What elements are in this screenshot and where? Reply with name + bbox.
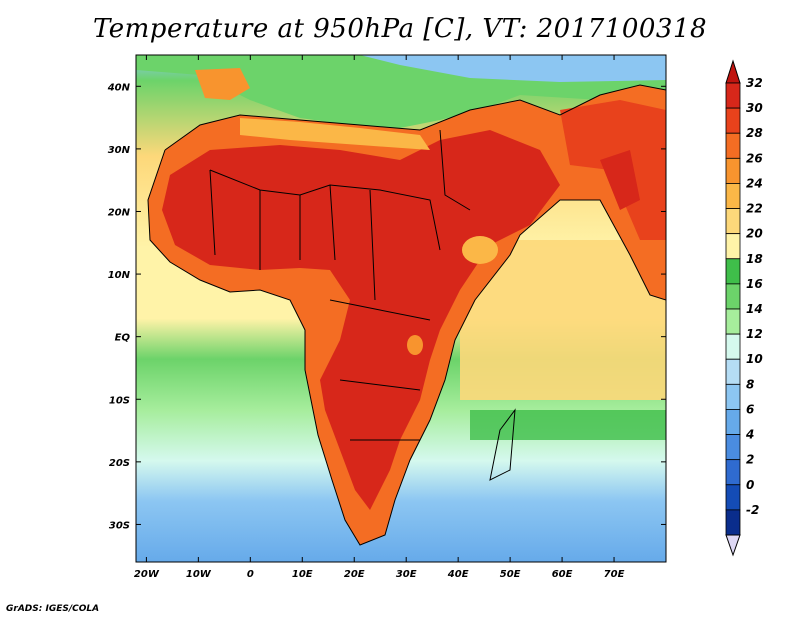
colorbar-bottom-arrow bbox=[725, 534, 741, 557]
colorbar-label: 30 bbox=[746, 101, 763, 115]
lat-label: 20S bbox=[109, 458, 130, 469]
lat-label: 30N bbox=[108, 145, 131, 156]
colorbar-segment bbox=[725, 233, 741, 260]
lon-label: 40E bbox=[447, 569, 469, 580]
colorbar-label: 12 bbox=[746, 327, 763, 341]
lon-label: 70E bbox=[604, 569, 625, 580]
colorbar-segment bbox=[725, 459, 741, 486]
lon-label: 20E bbox=[344, 569, 365, 580]
colorbar-segment bbox=[725, 183, 741, 209]
colorbar-label: 16 bbox=[746, 277, 763, 291]
lon-label: 60E bbox=[552, 569, 573, 580]
colorbar-label: 8 bbox=[746, 377, 754, 391]
colorbar-segment bbox=[725, 484, 741, 511]
colorbar-segment bbox=[725, 409, 741, 435]
lat-label: 10N bbox=[108, 270, 131, 281]
colorbar-segment bbox=[725, 107, 741, 134]
colorbar-segment bbox=[725, 333, 741, 360]
colorbar-segment bbox=[725, 434, 741, 461]
colorbar-segment bbox=[725, 157, 741, 184]
colorbar-label: 6 bbox=[746, 402, 754, 416]
colorbar-label: 18 bbox=[746, 252, 763, 266]
lon-label: 50E bbox=[500, 569, 521, 580]
colorbar-label: 4 bbox=[745, 428, 754, 442]
colorbar-label: 10 bbox=[746, 352, 763, 366]
colorbar-label: 26 bbox=[746, 151, 763, 165]
colorbar-segment bbox=[725, 358, 741, 385]
longitude-axis: 20W 10W 0 10E 20E 30E 40E 50E 60E 70E bbox=[134, 55, 625, 580]
map-frame bbox=[135, 54, 667, 563]
colorbar-label: -2 bbox=[746, 503, 759, 517]
colorbar-segment bbox=[725, 82, 741, 109]
colorbar-segment bbox=[725, 258, 741, 285]
colorbar-segment bbox=[725, 132, 741, 159]
colorbar-label: 24 bbox=[746, 176, 763, 190]
colorbar-label: 22 bbox=[746, 202, 763, 216]
colorbar-label: 14 bbox=[746, 302, 763, 316]
colorbar-label: 32 bbox=[746, 76, 763, 90]
latitude-axis: 40N 30N 20N 10N EQ 10S 20S 30S bbox=[107, 82, 666, 531]
lat-label: 40N bbox=[107, 82, 131, 93]
lat-label: 30S bbox=[109, 520, 130, 531]
colorbar-label: 0 bbox=[746, 478, 754, 492]
lon-label: 30E bbox=[396, 569, 417, 580]
chart-title: Temperature at 950hPa [C], VT: 201710031… bbox=[92, 14, 708, 44]
colorbar-segment bbox=[725, 283, 741, 310]
colorbar-segment bbox=[725, 383, 741, 410]
grads-credit: GrADS: IGES/COLA bbox=[6, 604, 100, 614]
lon-label: 10E bbox=[292, 569, 313, 580]
lon-label: 20W bbox=[134, 569, 160, 580]
lon-label: 0 bbox=[247, 569, 254, 580]
lat-label: 20N bbox=[108, 207, 131, 218]
temperature-field bbox=[136, 55, 666, 562]
colorbar-label: 28 bbox=[746, 126, 763, 140]
country-borders bbox=[147, 84, 666, 546]
colorbar-segment bbox=[725, 308, 741, 335]
colorbar-label: 2 bbox=[746, 453, 754, 467]
lon-label: 10W bbox=[186, 569, 212, 580]
colorbar-label: 20 bbox=[746, 227, 763, 241]
colorbar-segment bbox=[725, 509, 741, 536]
lat-label: 10S bbox=[109, 395, 130, 406]
colorbar-segment bbox=[725, 208, 741, 235]
colorbar-top-arrow bbox=[725, 59, 741, 84]
lat-label: EQ bbox=[115, 333, 131, 344]
